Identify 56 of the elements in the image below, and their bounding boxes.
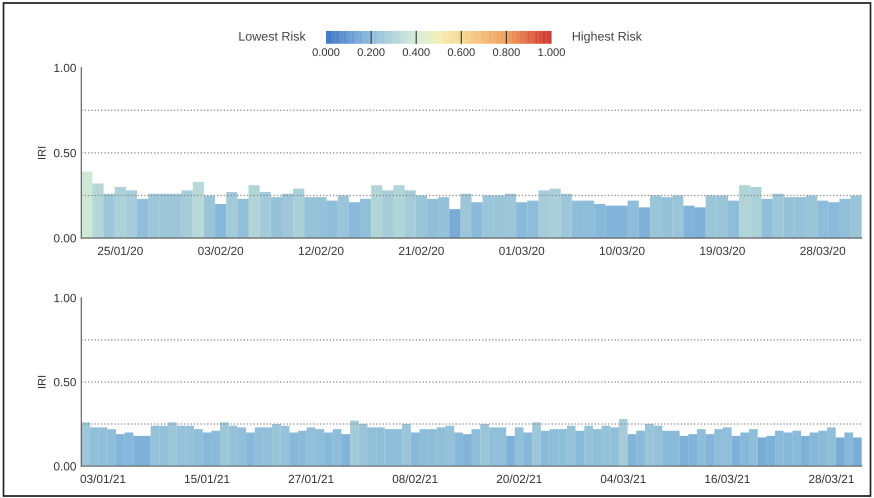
bar xyxy=(853,438,862,466)
x-tick-label: 28/03/20 xyxy=(800,246,846,256)
color-bar-label: 0.200 xyxy=(358,48,385,56)
bar xyxy=(638,207,650,238)
x-tick-label: 01/03/20 xyxy=(499,246,544,256)
bar xyxy=(449,209,460,238)
x-tick-label: 16/03/21 xyxy=(705,474,750,484)
x-tick-label: 03/01/21 xyxy=(80,474,126,484)
color-bar-label: 0.000 xyxy=(312,48,340,56)
y-axis-title: IRI xyxy=(38,146,46,159)
bar xyxy=(215,204,226,238)
bar xyxy=(260,192,271,238)
bar xyxy=(618,418,628,466)
color-bar-label: 0.800 xyxy=(492,48,520,56)
bar xyxy=(706,434,714,466)
x-tick-label: 28/03/21 xyxy=(809,474,854,484)
text: Lowest Risk xyxy=(239,32,306,41)
bar xyxy=(226,192,238,238)
x-tick-label: 04/03/21 xyxy=(600,474,646,484)
x-tick-label: 15/01/21 xyxy=(184,474,230,484)
y-tick-label: 0.50 xyxy=(54,148,76,158)
y-axis-title: IRI xyxy=(38,376,46,388)
x-tick-label: 03/02/20 xyxy=(198,246,244,256)
bar xyxy=(836,438,844,466)
bar xyxy=(341,434,350,466)
bar xyxy=(192,182,204,238)
y-tick-label: 0.00 xyxy=(54,462,76,471)
x-tick-label: 19/03/20 xyxy=(700,246,745,256)
color-bar-label: 0.600 xyxy=(448,48,475,56)
bar xyxy=(696,429,706,466)
y-tick-label: 1.00 xyxy=(54,294,76,302)
x-tick-label: 10/03/20 xyxy=(600,246,645,256)
x-tick-label: 27/01/21 xyxy=(288,474,334,484)
text: Highest Risk xyxy=(572,32,642,44)
x-tick-label: 25/01/20 xyxy=(98,246,143,256)
bar xyxy=(472,202,483,238)
color-bar-label: 1.000 xyxy=(538,48,565,56)
x-tick-label: 20/02/21 xyxy=(496,474,542,484)
bar xyxy=(506,436,515,466)
bar xyxy=(204,195,216,238)
bar xyxy=(81,172,92,238)
bar xyxy=(248,185,260,238)
bar xyxy=(532,422,541,466)
bar xyxy=(844,432,854,466)
y-tick-label: 1.00 xyxy=(54,64,76,72)
bar xyxy=(628,200,639,238)
bar xyxy=(237,198,249,238)
bar xyxy=(104,194,115,238)
color-bar-label: 0.400 xyxy=(402,48,430,56)
y-tick-label: 0.50 xyxy=(54,378,76,386)
x-tick-label: 12/02/20 xyxy=(298,246,344,256)
bar xyxy=(92,184,104,238)
bar xyxy=(460,194,472,238)
x-tick-label: 21/02/20 xyxy=(398,246,444,256)
x-tick-label: 08/02/21 xyxy=(392,474,438,484)
y-tick-label: 0.00 xyxy=(54,234,76,242)
